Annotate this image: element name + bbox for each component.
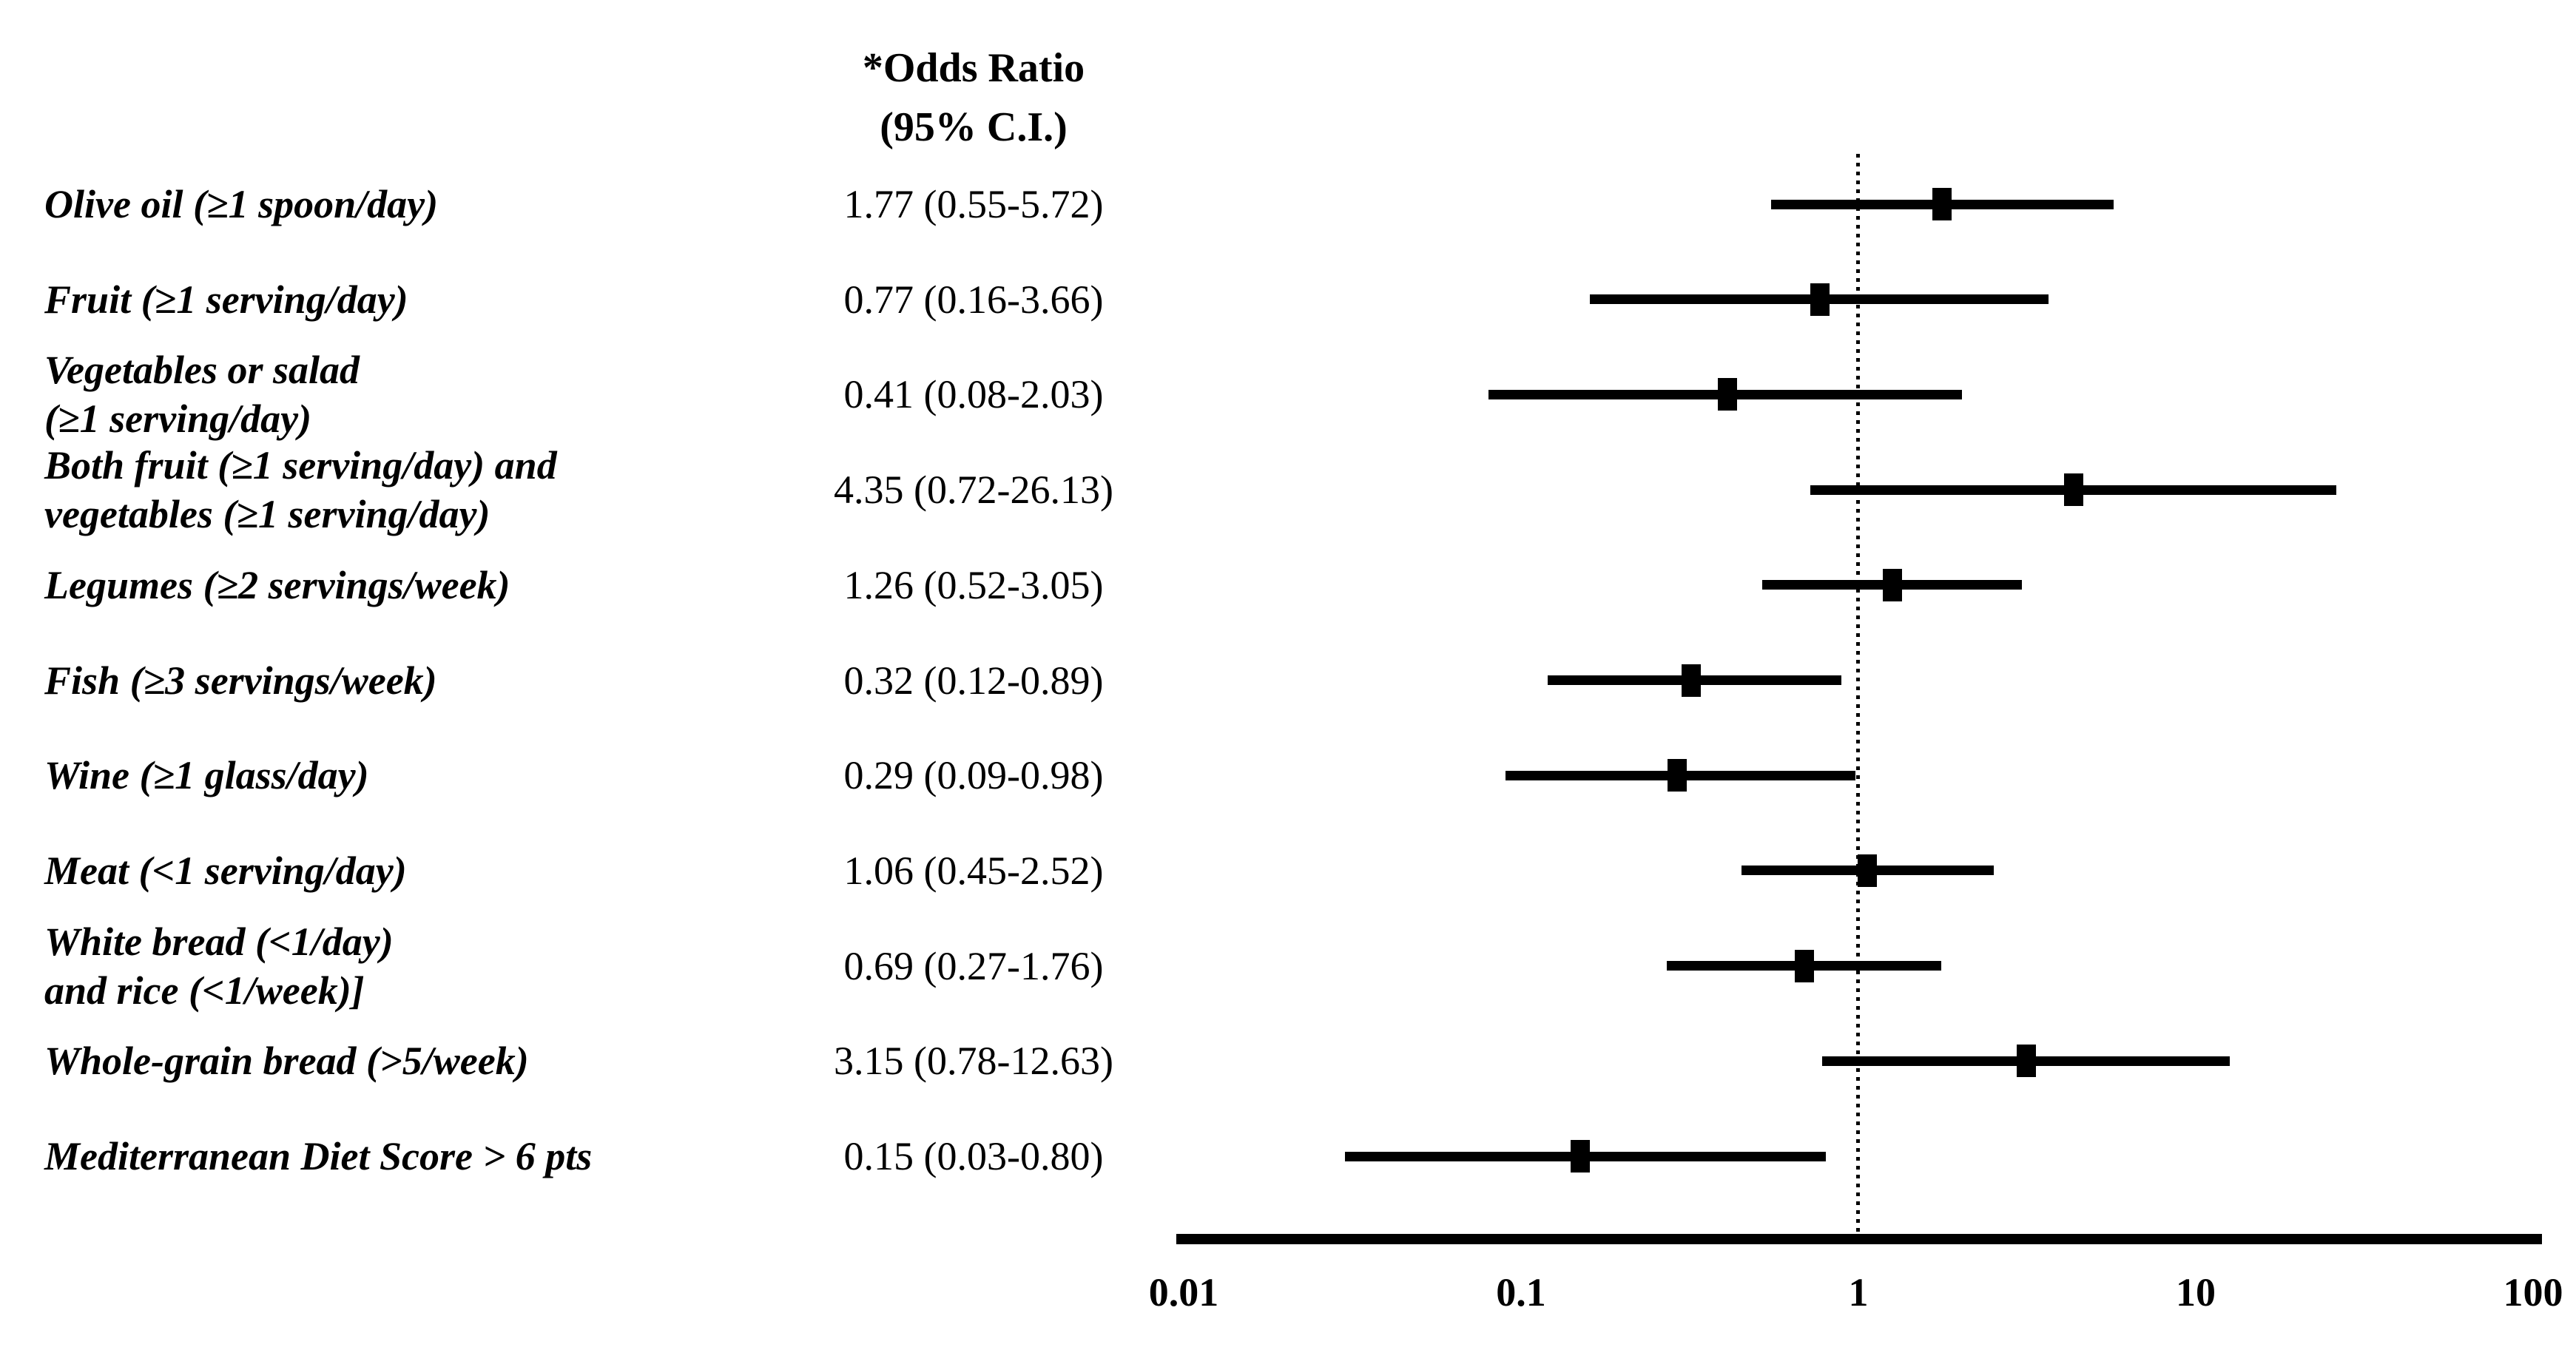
- or-marker: [2064, 473, 2084, 507]
- row-label-line: White bread (<1/day): [44, 919, 394, 964]
- row-label: Olive oil (≥1 spoon/day): [44, 180, 438, 229]
- or-marker: [1882, 568, 1902, 601]
- odds-ratio-header-line2: (95% C.I.): [880, 104, 1068, 150]
- row-label-line: and rice (<1/week)]: [44, 968, 365, 1013]
- or-marker: [1667, 759, 1687, 792]
- row-label-line: Olive oil (≥1 spoon/day): [44, 182, 439, 226]
- row-label: White bread (<1/day) and rice (<1/week)]: [44, 917, 394, 1015]
- axis-tick-label: 0.01: [1148, 1270, 1219, 1315]
- odds-ratio-header-line1: *Odds Ratio: [862, 45, 1085, 91]
- odds-ratio-column-header: *Odds Ratio (95% C.I.): [744, 38, 1203, 157]
- row-label: Wine (≥1 glass/day): [44, 751, 369, 800]
- row-label: Fruit (≥1 serving/day): [44, 275, 408, 324]
- row-or-value: 1.77 (0.55-5.72): [843, 182, 1104, 226]
- row-label: Fish (≥3 servings/week): [44, 656, 437, 705]
- row-label-line: Mediterranean Diet Score > 6 pts: [44, 1134, 593, 1178]
- or-marker: [1682, 664, 1702, 697]
- row-label-line: Meat (<1 serving/day): [44, 848, 407, 893]
- row-or-value: 0.29 (0.09-0.98): [843, 753, 1104, 798]
- axis-tick-label: 100: [2503, 1270, 2563, 1315]
- row-label-line: Vegetables or salad: [44, 348, 360, 393]
- row-label: Whole-grain bread (>5/week): [44, 1036, 529, 1085]
- row-label: Both fruit (≥1 serving/day) and vegetable…: [44, 441, 557, 539]
- row-or-value: 1.26 (0.52-3.05): [843, 562, 1104, 607]
- or-marker: [2017, 1045, 2037, 1078]
- or-marker: [1718, 378, 1738, 411]
- row-label-line: Fish (≥3 servings/week): [44, 658, 437, 703]
- row-label-line: (≥1 serving/day): [44, 397, 312, 442]
- row-label-line: Whole-grain bread (>5/week): [44, 1039, 529, 1084]
- row-or-value: 3.15 (0.78-12.63): [834, 1039, 1113, 1084]
- or-marker: [1932, 188, 1952, 220]
- axis-tick-label: 1: [1848, 1270, 1869, 1315]
- or-marker: [1794, 949, 1814, 982]
- row-label-line: Wine (≥1 glass/day): [44, 753, 369, 798]
- axis-tick-label: 0.1: [1496, 1270, 1546, 1315]
- reference-line-or-1: [1856, 154, 1860, 1234]
- row-label-line: Both fruit (≥1 serving/day) and: [44, 443, 557, 488]
- row-label: Mediterranean Diet Score > 6 pts: [44, 1132, 592, 1181]
- row-or-value: 1.06 (0.45-2.52): [843, 848, 1104, 893]
- row-label-line: Fruit (≥1 serving/day): [44, 277, 408, 322]
- row-label: Legumes (≥2 servings/week): [44, 561, 510, 610]
- row-label: Vegetables or salad (≥1 serving/day): [44, 345, 360, 443]
- x-axis-line: [1176, 1234, 2542, 1244]
- row-label-line: Legumes (≥2 servings/week): [44, 562, 510, 607]
- row-label-line: vegetables (≥1 serving/day): [44, 492, 490, 537]
- or-marker: [1857, 854, 1877, 887]
- row-or-value: 0.32 (0.12-0.89): [843, 658, 1104, 703]
- row-or-value: 0.41 (0.08-2.03): [843, 372, 1104, 417]
- row-or-value: 0.69 (0.27-1.76): [843, 943, 1104, 988]
- axis-tick-label: 10: [2176, 1270, 2216, 1315]
- row-label: Meat (<1 serving/day): [44, 846, 407, 895]
- row-or-value: 0.77 (0.16-3.66): [843, 277, 1104, 322]
- row-or-value: 4.35 (0.72-26.13): [834, 468, 1113, 513]
- row-or-value: 0.15 (0.03-0.80): [843, 1134, 1104, 1178]
- or-marker: [1810, 283, 1830, 316]
- or-marker: [1571, 1140, 1591, 1173]
